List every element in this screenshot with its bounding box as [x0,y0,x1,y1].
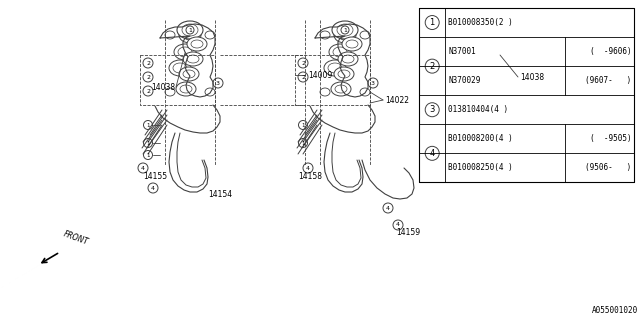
Text: 14154: 14154 [208,190,232,199]
Text: 4: 4 [396,222,400,228]
Text: 2: 2 [301,75,305,79]
Text: A055001020: A055001020 [592,306,638,315]
Ellipse shape [174,44,196,60]
Text: 14155: 14155 [143,172,167,181]
Text: 1: 1 [301,140,305,146]
Text: 14022: 14022 [385,95,409,105]
Text: 4: 4 [306,165,310,171]
Text: B010008250(4 ): B010008250(4 ) [448,164,513,172]
Ellipse shape [324,60,346,76]
Ellipse shape [329,44,351,60]
Ellipse shape [169,60,191,76]
Text: 1: 1 [429,18,435,27]
Text: 14038: 14038 [151,83,175,92]
Text: (9506-   ): (9506- ) [586,164,632,172]
Text: B010008350(2 ): B010008350(2 ) [448,18,513,27]
Ellipse shape [334,67,354,81]
Text: (  -9505): ( -9505) [590,134,632,143]
Text: 14038: 14038 [520,73,544,82]
Text: 2: 2 [146,60,150,66]
Text: 1: 1 [147,123,150,127]
Text: 2: 2 [301,60,305,66]
Ellipse shape [179,67,199,81]
Text: 4: 4 [141,165,145,171]
Text: N37001: N37001 [448,47,476,56]
Text: 013810404(4 ): 013810404(4 ) [448,105,508,114]
Text: (9607-   ): (9607- ) [586,76,632,85]
Ellipse shape [334,27,356,43]
Text: B010008200(4 ): B010008200(4 ) [448,134,513,143]
Text: 4: 4 [386,205,390,211]
Text: 1: 1 [188,28,192,33]
Ellipse shape [176,82,196,96]
Ellipse shape [331,82,351,96]
Ellipse shape [338,52,358,66]
Text: 4: 4 [151,186,155,190]
Text: 4: 4 [429,149,435,158]
Ellipse shape [183,52,203,66]
Text: 14009: 14009 [308,70,332,79]
Text: 2: 2 [146,89,150,93]
Text: 1: 1 [301,123,305,127]
Text: 14159: 14159 [396,228,420,237]
Text: N370029: N370029 [448,76,481,85]
Text: 14158: 14158 [298,172,322,181]
Ellipse shape [187,37,207,51]
Text: 1: 1 [147,153,150,157]
Text: FRONT: FRONT [62,230,90,247]
Text: 1: 1 [343,28,347,33]
Text: (  -9606): ( -9606) [590,47,632,56]
Text: 3: 3 [216,81,220,85]
Text: 2: 2 [429,62,435,71]
Text: 3: 3 [429,105,435,114]
Text: 3: 3 [371,81,375,85]
Ellipse shape [332,21,358,39]
Ellipse shape [179,27,201,43]
Text: 2: 2 [146,75,150,79]
Text: 1: 1 [147,140,150,146]
Ellipse shape [177,21,203,39]
Ellipse shape [342,37,362,51]
